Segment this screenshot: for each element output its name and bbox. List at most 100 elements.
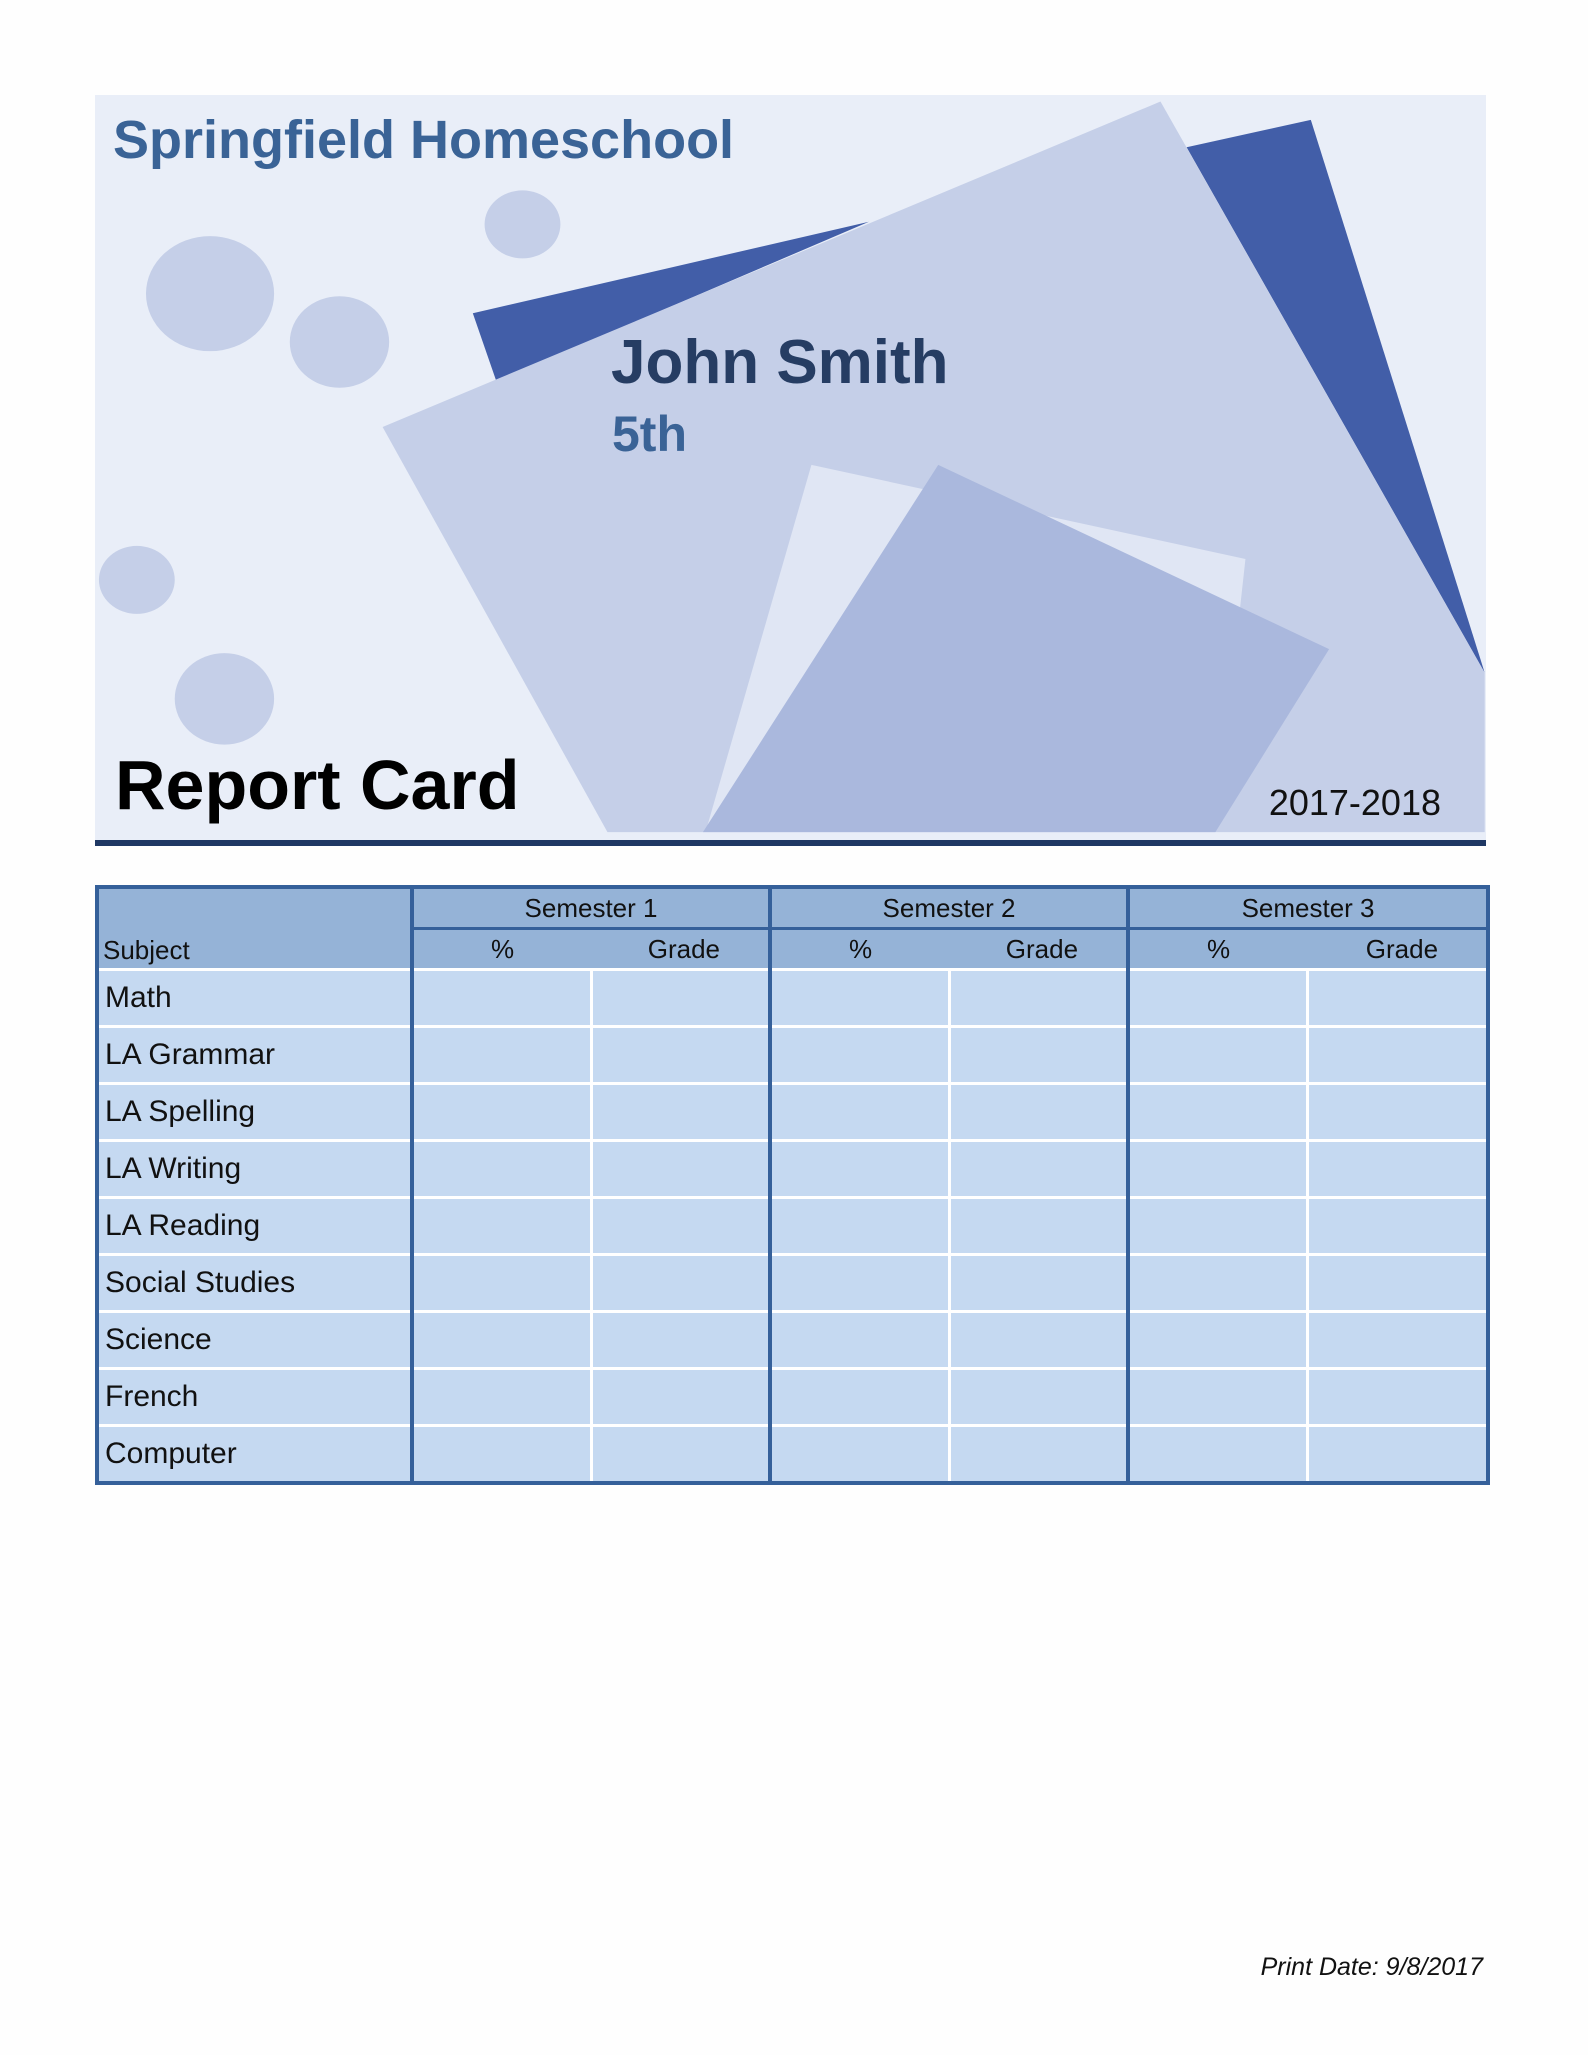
subject-cell: LA Writing xyxy=(97,1139,412,1198)
semester-3-grade-cell[interactable] xyxy=(1305,968,1489,1027)
semester-3-percent-cell[interactable] xyxy=(1126,968,1308,1027)
semester-1-grade-cell[interactable] xyxy=(589,968,771,1027)
table-row: LA Spelling xyxy=(97,1082,1489,1141)
semester-2-grade-cell[interactable] xyxy=(947,1424,1129,1483)
table-row: Computer xyxy=(97,1424,1489,1483)
semester-2-grade-cell[interactable] xyxy=(947,968,1129,1027)
semester-2-grade-cell[interactable] xyxy=(947,1025,1129,1084)
semester-1-percent-cell[interactable] xyxy=(410,1310,591,1369)
semester-2-percent-cell[interactable] xyxy=(768,1367,950,1426)
semester-2-grade-cell[interactable] xyxy=(947,1196,1129,1255)
decor-mid-shape xyxy=(702,464,1330,833)
semester-1-grade-cell[interactable] xyxy=(589,1082,771,1141)
semester-3-percent-cell[interactable] xyxy=(1126,1139,1308,1198)
semester-3-header: Semester 3 xyxy=(1126,887,1489,929)
semester-2-percent-cell[interactable] xyxy=(768,1424,950,1483)
subject-header: Subject xyxy=(97,887,412,970)
semester-1-header: Semester 1 xyxy=(409,887,771,929)
semester-3-grade-cell[interactable] xyxy=(1305,1253,1489,1312)
decorative-shapes xyxy=(98,101,1485,833)
subject-cell: Social Studies xyxy=(97,1253,412,1312)
semester-3-grade-cell[interactable] xyxy=(1305,1082,1489,1141)
semester-3-percent-cell[interactable] xyxy=(1126,1367,1308,1426)
decor-circle xyxy=(174,653,275,745)
decor-circle xyxy=(484,190,561,259)
student-name: John Smith xyxy=(611,328,949,397)
grade-header: Grade xyxy=(1307,927,1489,970)
school-year: 2017-2018 xyxy=(1268,782,1441,823)
semester-2-grade-cell[interactable] xyxy=(947,1367,1129,1426)
semester-3-grade-cell[interactable] xyxy=(1305,1196,1489,1255)
decor-circle xyxy=(145,236,275,352)
subject-cell: LA Spelling xyxy=(97,1082,412,1141)
semester-1-grade-cell[interactable] xyxy=(589,1253,771,1312)
grade-level: 5th xyxy=(612,406,687,462)
semester-1-grade-cell[interactable] xyxy=(589,1424,771,1483)
subject-cell: French xyxy=(97,1367,412,1426)
table-row: Social Studies xyxy=(97,1253,1489,1312)
semester-3-grade-cell[interactable] xyxy=(1305,1367,1489,1426)
semester-2-header: Semester 2 xyxy=(768,887,1129,929)
semester-3-percent-cell[interactable] xyxy=(1126,1196,1308,1255)
semester-2-percent-cell[interactable] xyxy=(768,1253,950,1312)
semester-1-percent-cell[interactable] xyxy=(410,1082,591,1141)
table-row: French xyxy=(97,1367,1489,1426)
semester-1-percent-cell[interactable] xyxy=(410,1253,591,1312)
semester-1-percent-cell[interactable] xyxy=(410,968,591,1027)
page-title: Report Card xyxy=(115,746,520,824)
semester-3-grade-cell[interactable] xyxy=(1305,1025,1489,1084)
grade-header: Grade xyxy=(949,927,1129,970)
semester-3-percent-cell[interactable] xyxy=(1126,1253,1308,1312)
semester-1-percent-cell[interactable] xyxy=(410,1367,591,1426)
decor-circle xyxy=(98,545,175,614)
semester-3-grade-cell[interactable] xyxy=(1305,1424,1489,1483)
semester-1-percent-cell[interactable] xyxy=(410,1424,591,1483)
semester-2-percent-cell[interactable] xyxy=(768,1139,950,1198)
table-row: LA Grammar xyxy=(97,1025,1489,1084)
decor-dark-shape-right xyxy=(1186,119,1485,673)
semester-1-grade-cell[interactable] xyxy=(589,1367,771,1426)
percent-header: % xyxy=(1126,927,1308,970)
semester-3-grade-cell[interactable] xyxy=(1305,1310,1489,1369)
percent-header: % xyxy=(410,927,591,970)
semester-2-percent-cell[interactable] xyxy=(768,1310,950,1369)
semester-3-grade-cell[interactable] xyxy=(1305,1139,1489,1198)
semester-1-grade-cell[interactable] xyxy=(589,1196,771,1255)
school-name: Springfield Homeschool xyxy=(113,110,735,170)
grades-table: Subject Semester 1 Semester 2 Semester 3… xyxy=(95,885,1491,1485)
grade-header: Grade xyxy=(591,927,771,970)
subject-cell: Math xyxy=(97,968,412,1027)
print-date: Print Date: 9/8/2017 xyxy=(1260,1953,1483,1981)
table-row: Science xyxy=(97,1310,1489,1369)
table-row: LA Writing xyxy=(97,1139,1489,1198)
semester-3-percent-cell[interactable] xyxy=(1126,1025,1308,1084)
subject-cell: LA Grammar xyxy=(97,1025,412,1084)
semester-1-percent-cell[interactable] xyxy=(410,1196,591,1255)
semester-2-percent-cell[interactable] xyxy=(768,1025,950,1084)
semester-1-percent-cell[interactable] xyxy=(410,1139,591,1198)
semester-1-grade-cell[interactable] xyxy=(589,1310,771,1369)
semester-2-percent-cell[interactable] xyxy=(768,1082,950,1141)
semester-2-grade-cell[interactable] xyxy=(947,1139,1129,1198)
semester-1-grade-cell[interactable] xyxy=(589,1139,771,1198)
semester-1-grade-cell[interactable] xyxy=(589,1025,771,1084)
table-row: Math xyxy=(97,968,1489,1027)
table-row: LA Reading xyxy=(97,1196,1489,1255)
semester-3-percent-cell[interactable] xyxy=(1126,1424,1308,1483)
subject-cell: Computer xyxy=(97,1424,412,1483)
semester-2-percent-cell[interactable] xyxy=(768,1196,950,1255)
header-divider xyxy=(95,840,1486,846)
semester-2-grade-cell[interactable] xyxy=(947,1310,1129,1369)
semester-1-percent-cell[interactable] xyxy=(410,1025,591,1084)
subject-cell: Science xyxy=(97,1310,412,1369)
report-card-banner: Springfield Homeschool John Smith 5th Re… xyxy=(95,95,1486,840)
decor-circle xyxy=(289,296,390,388)
percent-header: % xyxy=(768,927,950,970)
decor-dark-shape-left xyxy=(472,221,869,382)
semester-3-percent-cell[interactable] xyxy=(1126,1310,1308,1369)
semester-2-grade-cell[interactable] xyxy=(947,1082,1129,1141)
semester-3-percent-cell[interactable] xyxy=(1126,1082,1308,1141)
semester-2-grade-cell[interactable] xyxy=(947,1253,1129,1312)
subject-cell: LA Reading xyxy=(97,1196,412,1255)
semester-2-percent-cell[interactable] xyxy=(768,968,950,1027)
